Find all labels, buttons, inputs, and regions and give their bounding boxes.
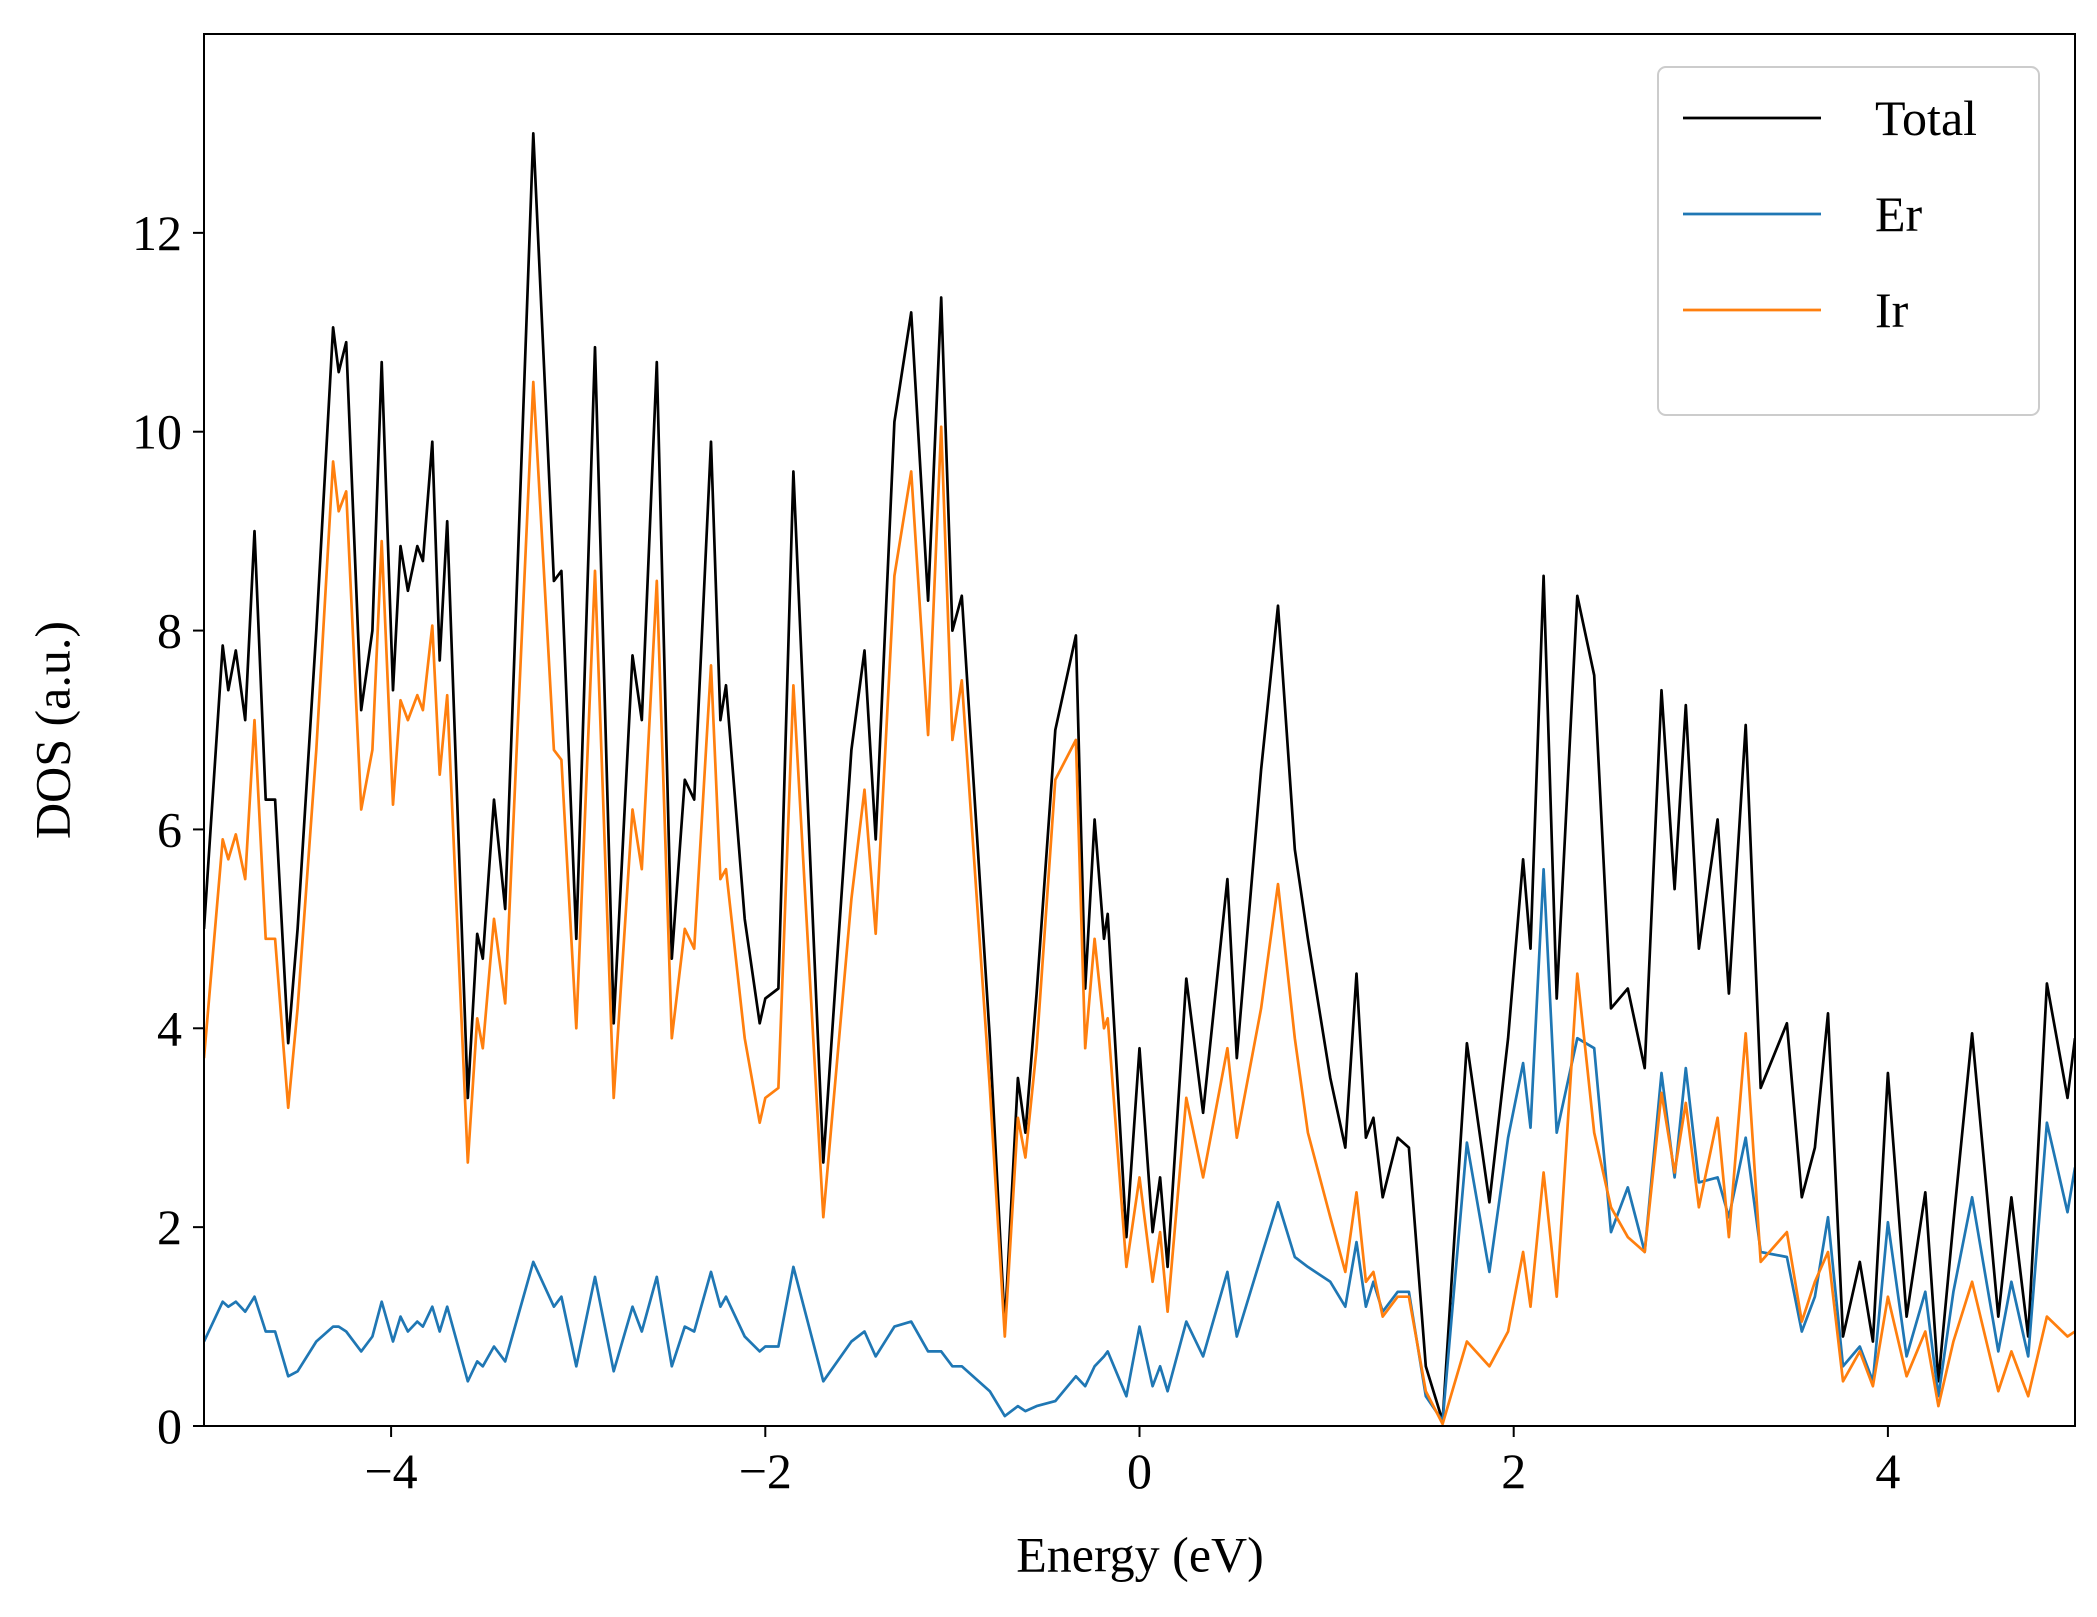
y-tick-label: 8 <box>157 603 182 659</box>
y-tick-label: 12 <box>132 205 182 261</box>
y-tick-label: 2 <box>157 1199 182 1255</box>
series-line <box>204 867 2075 1423</box>
legend-label: Total <box>1875 90 1977 146</box>
series-line <box>204 380 2075 1426</box>
y-tick-label: 10 <box>132 404 182 460</box>
y-axis-label: DOS (a.u.) <box>24 621 80 839</box>
y-tick-label: 0 <box>157 1398 182 1454</box>
series-line <box>204 132 2075 1423</box>
x-tick-label: 2 <box>1501 1443 1526 1499</box>
legend-label: Er <box>1875 186 1923 242</box>
y-tick-label: 4 <box>157 1000 182 1056</box>
x-tick-label: −2 <box>739 1443 792 1499</box>
x-tick-label: 0 <box>1127 1443 1152 1499</box>
x-tick-label: 4 <box>1875 1443 1900 1499</box>
plot-area <box>204 132 2075 1426</box>
legend-label: Ir <box>1875 282 1909 338</box>
y-tick-label: 6 <box>157 801 182 857</box>
legend-box <box>1657 66 2040 416</box>
x-axis-label: Energy (eV) <box>1016 1526 1264 1582</box>
plot-frame <box>203 33 2076 1427</box>
x-tick-label: −4 <box>364 1443 417 1499</box>
